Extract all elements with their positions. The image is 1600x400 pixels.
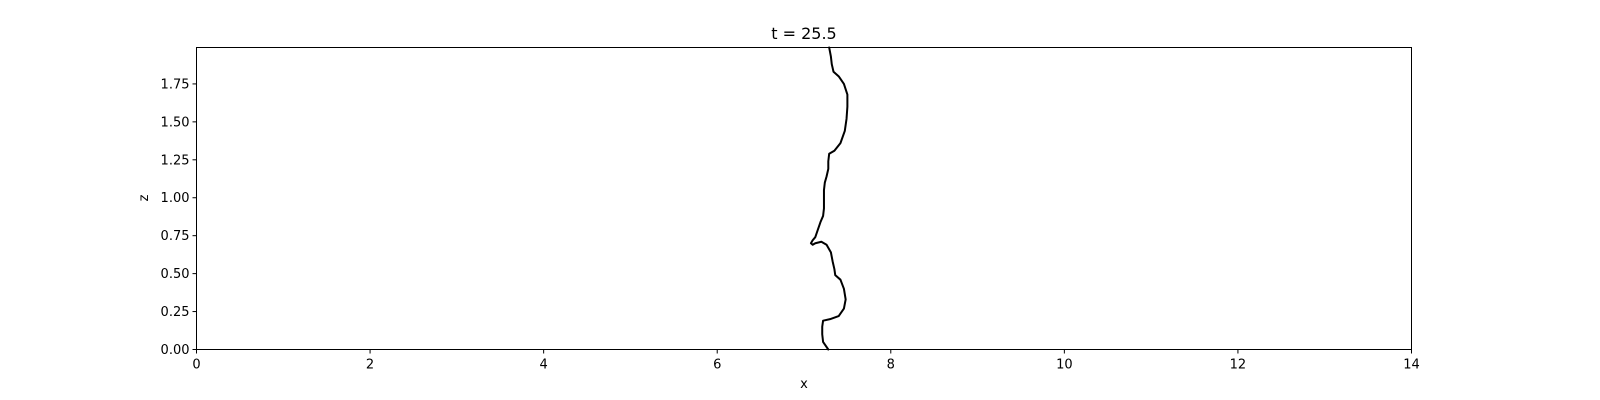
series-line-0 [809, 46, 849, 351]
x-tick-label: 12 [1230, 358, 1247, 373]
x-tick-label: 4 [540, 358, 548, 373]
x-tick-label: 14 [1403, 358, 1420, 373]
y-tick-label: 1.50 [161, 115, 190, 130]
x-tick-label: 6 [713, 358, 721, 373]
y-axis: 0.00 0.25 0.50 0.75 1.00 1.25 1.50 1.75 [161, 77, 197, 358]
x-tick-label: 2 [366, 358, 374, 373]
series-layer [809, 46, 849, 351]
chart-title: t = 25.5 [771, 24, 836, 43]
x-axis-label: x [800, 377, 808, 392]
plot-frame [196, 47, 1412, 350]
x-tick-label: 8 [887, 358, 895, 373]
y-tick-label: 0.50 [161, 267, 190, 282]
y-tick-label: 1.00 [161, 191, 190, 206]
y-tick-label: 0.25 [161, 305, 190, 320]
y-tick-label: 1.25 [161, 153, 190, 168]
y-tick-label: 0.75 [161, 229, 190, 244]
y-tick-label: 0.00 [161, 343, 190, 358]
y-axis-label: z [137, 194, 152, 201]
x-tick-label: 10 [1056, 358, 1073, 373]
x-tick-label: 0 [192, 358, 200, 373]
y-tick-label: 1.75 [161, 77, 190, 92]
x-axis: 0 2 4 6 8 10 12 14 [192, 349, 1420, 373]
